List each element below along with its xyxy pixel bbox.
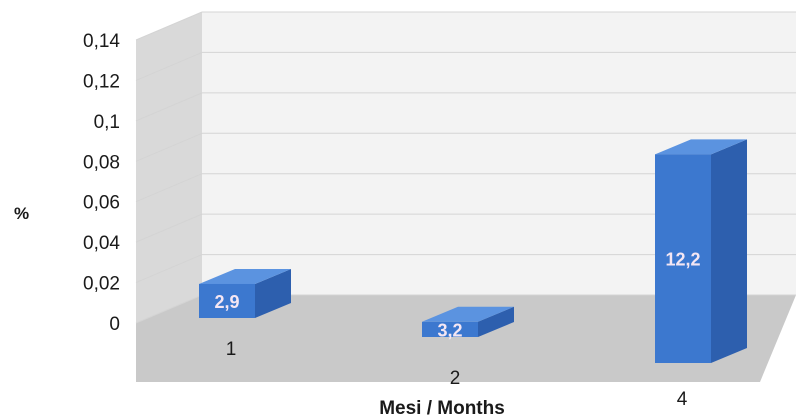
back-wall [202, 12, 796, 295]
bars: 2,9 3,2 12,2 [199, 139, 747, 363]
bar-side-face [255, 268, 291, 318]
left-side-wall [136, 12, 202, 323]
x-category-label: 4 [677, 389, 688, 410]
gridline-side [135, 51, 203, 81]
bar-data-label: 3,2 [437, 320, 462, 340]
y-tick-label: 0,1 [94, 112, 120, 133]
bar-data-label: 2,9 [214, 292, 239, 312]
x-axis-title: Mesi / Months [379, 398, 505, 419]
y-tick-label: 0,06 [83, 193, 120, 214]
bar-data-label: 12,2 [665, 250, 700, 270]
bar-top-face [422, 306, 514, 322]
y-tick-label: 0,02 [83, 274, 120, 295]
gridline-side [135, 92, 203, 122]
bar-top-face [199, 268, 291, 284]
y-tick-label: 0,04 [83, 233, 120, 254]
x-axis-categories: 1 2 4 [226, 339, 688, 410]
y-tick-label: 0,12 [83, 71, 120, 92]
bar-top-face [655, 139, 747, 155]
gridline-side [135, 213, 203, 243]
bar-front-face [199, 283, 255, 318]
gridline-side [135, 173, 203, 203]
y-tick-label: 0,08 [83, 152, 120, 173]
bar-side-face [478, 306, 514, 337]
y-axis-title: % [14, 204, 29, 223]
gridline-side [135, 294, 203, 324]
y-tick-label: 0,14 [83, 31, 120, 52]
bar: 12,2 [655, 139, 747, 363]
y-axis-ticks: 0 0,02 0,04 0,06 0,08 0,1 0,12 0,14 [83, 31, 120, 335]
y-tick-label: 0 [109, 314, 120, 335]
bar-front-face [655, 154, 711, 363]
gridline-side [135, 11, 203, 41]
x-category-label: 2 [450, 368, 461, 389]
gridline-side [135, 254, 203, 284]
bar-front-face [422, 321, 478, 337]
floor [136, 295, 796, 382]
x-category-label: 1 [226, 339, 237, 360]
bar: 3,2 [422, 306, 514, 340]
gridline-side [135, 132, 203, 162]
bar-side-face [711, 139, 747, 363]
bar: 2,9 [199, 268, 291, 318]
